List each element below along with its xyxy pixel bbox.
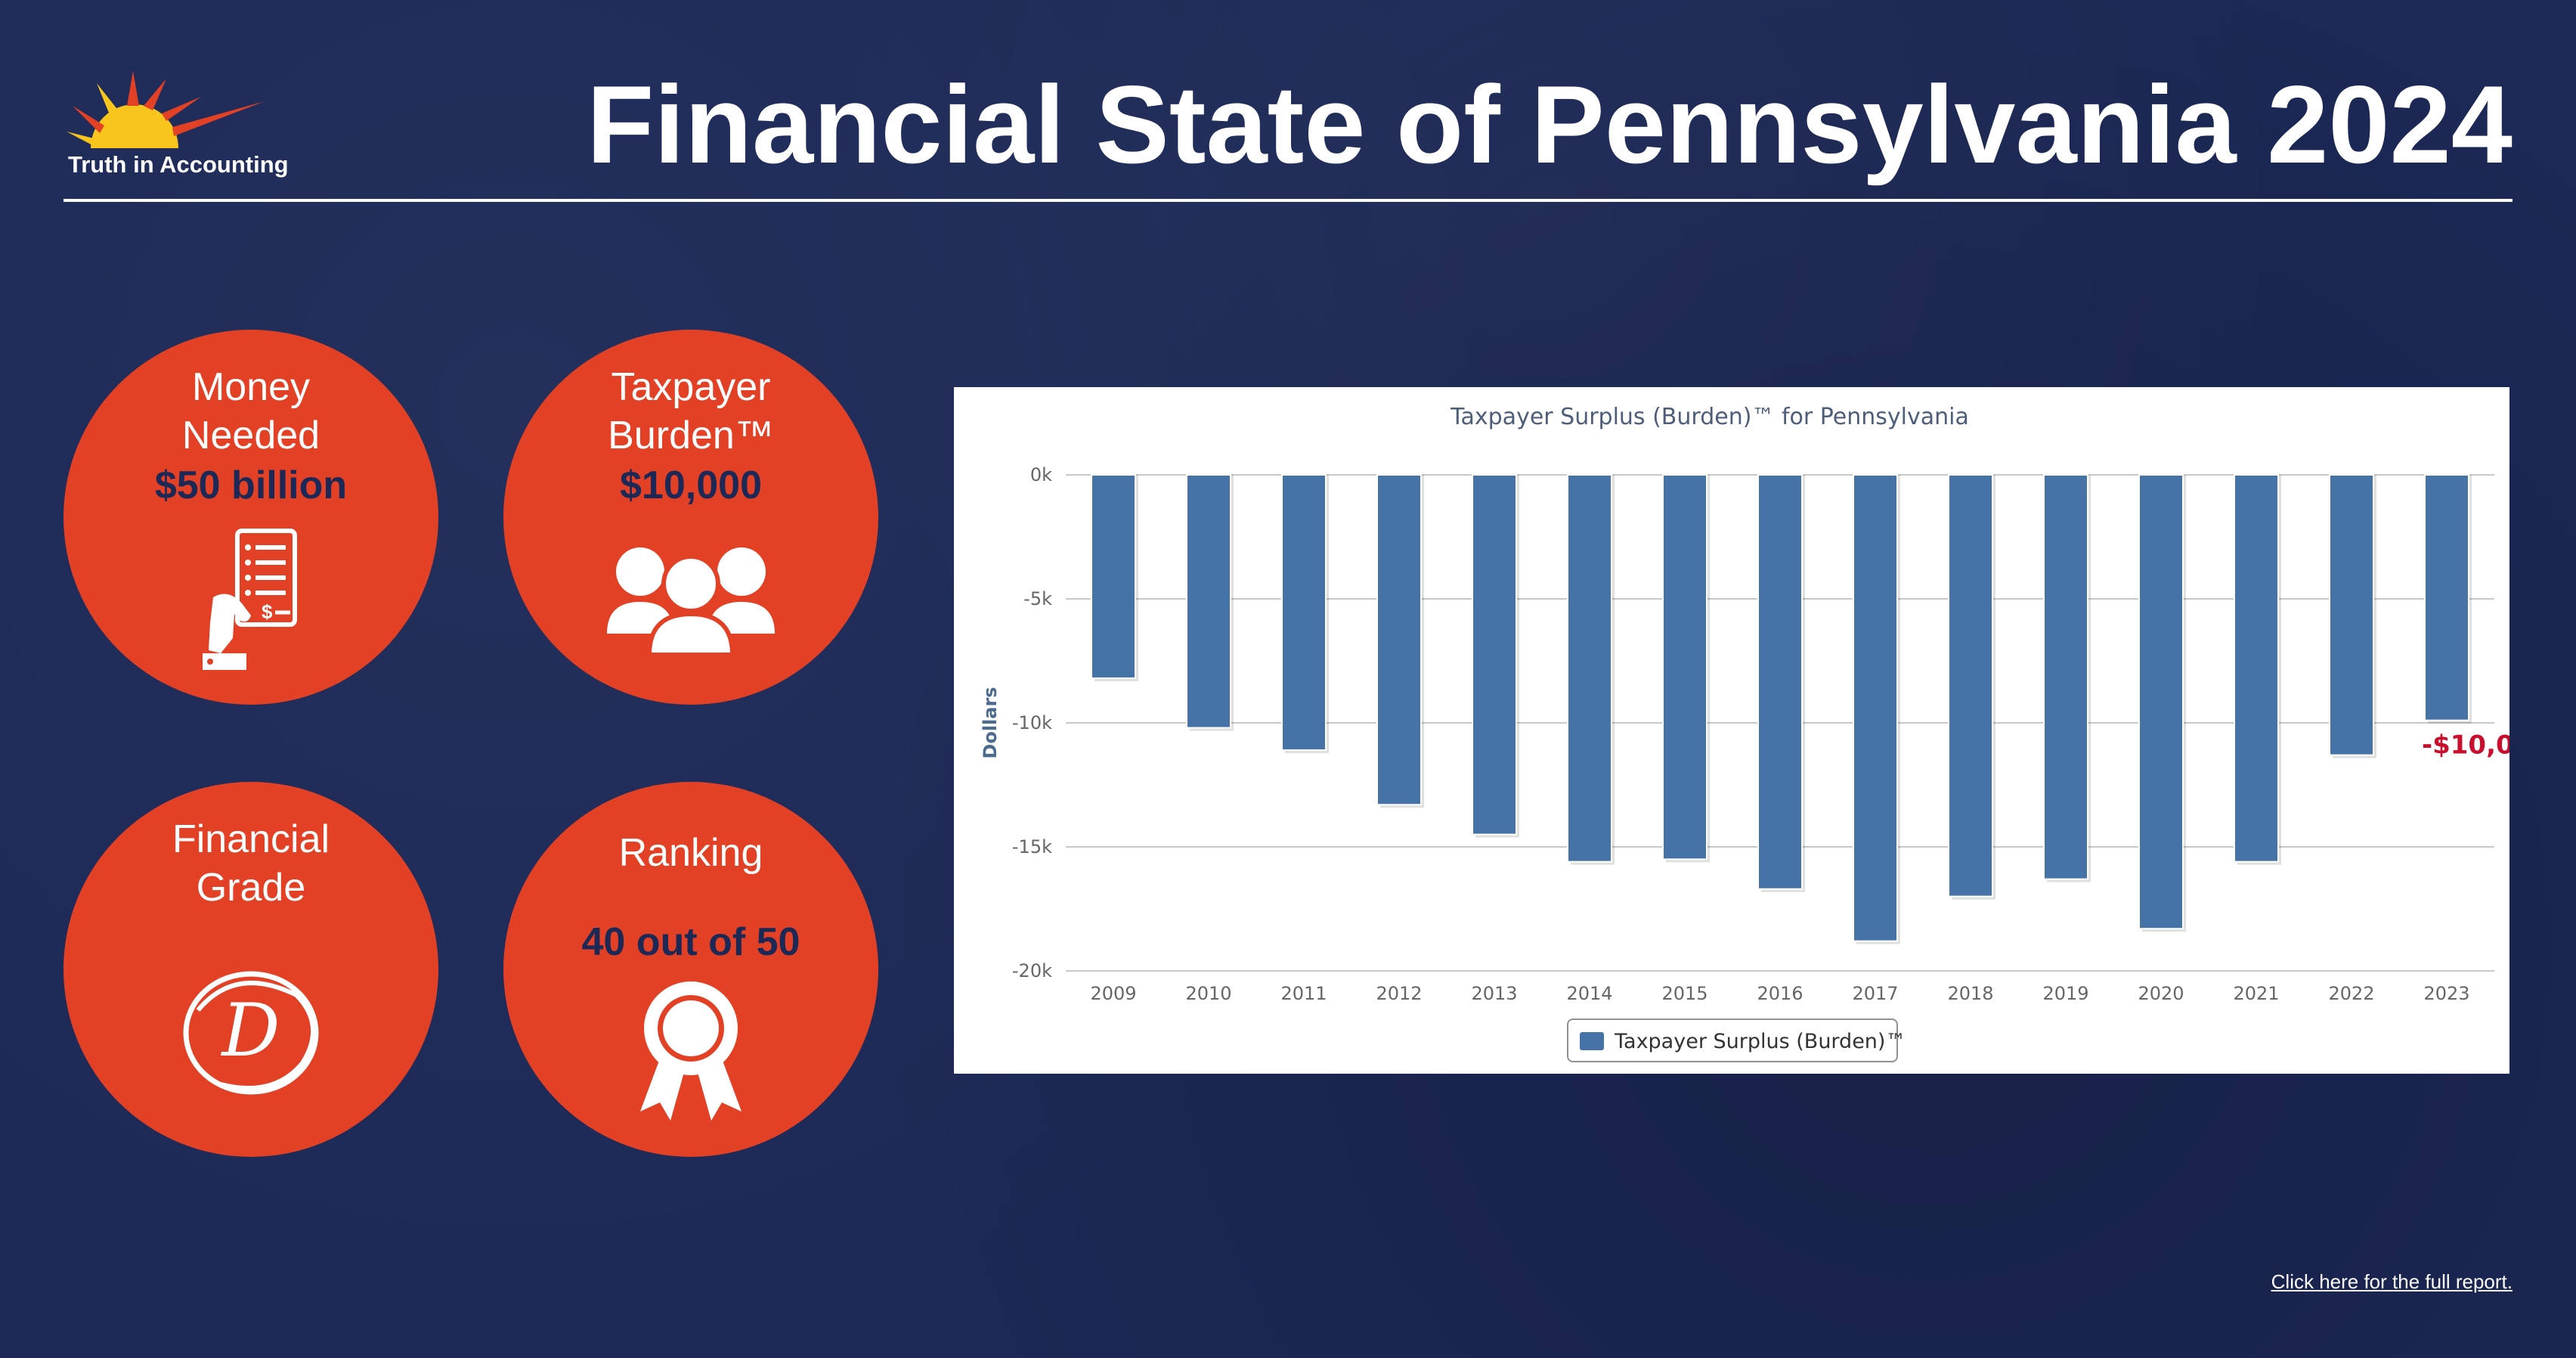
financial-grade-label-line1: Financial bbox=[172, 817, 330, 861]
y-tick-label: -10k bbox=[1012, 712, 1052, 733]
x-tick-label: 2009 bbox=[1090, 983, 1136, 1004]
money-needed-label-line2: Needed bbox=[181, 414, 320, 457]
taxpayer-burden-card: Taxpayer Burden™ $10,000 bbox=[503, 330, 878, 705]
x-tick-label: 2011 bbox=[1280, 983, 1327, 1004]
bar-2023[interactable] bbox=[2424, 474, 2469, 721]
taxpayer-burden-chart: Taxpayer Surplus (Burden)™ for Pennsylva… bbox=[954, 387, 2509, 1074]
legend[interactable]: Taxpayer Surplus (Burden)™ bbox=[1567, 1018, 1906, 1062]
bar-2015[interactable] bbox=[1662, 474, 1708, 860]
full-report-link[interactable]: Click here for the full report. bbox=[2271, 1270, 2513, 1293]
x-tick-label: 2016 bbox=[1757, 983, 1803, 1004]
ranking-label: Ranking bbox=[618, 831, 763, 875]
x-tick-label: 2015 bbox=[1661, 983, 1708, 1004]
financial-grade-card: Financial Grade D bbox=[63, 782, 438, 1157]
bar-2012[interactable] bbox=[1376, 474, 1422, 806]
x-tick-label: 2020 bbox=[2138, 983, 2184, 1004]
x-tick-label: 2013 bbox=[1471, 983, 1517, 1004]
bar-2010[interactable] bbox=[1186, 474, 1231, 729]
legend-label: Taxpayer Surplus (Burden)™ bbox=[1614, 1030, 1906, 1053]
bar-2011[interactable] bbox=[1281, 474, 1327, 752]
sun-logo-icon bbox=[67, 71, 265, 148]
title-divider bbox=[63, 199, 2513, 202]
x-tick-label: 2012 bbox=[1376, 983, 1422, 1004]
truth-in-accounting-logo[interactable]: Truth in Accounting bbox=[60, 67, 310, 188]
grade-letter: D bbox=[221, 988, 280, 1073]
y-axis-label: Dollars bbox=[980, 687, 1001, 758]
x-tick-labels: 2009 2010 2011 2012 2013 2014 2015 2016 2017 2018… bbox=[1090, 983, 2469, 1004]
page-title: Financial State of Pennsylvania 2024 bbox=[587, 63, 2513, 186]
financial-grade-label-line2: Grade bbox=[196, 866, 306, 910]
logo-text: Truth in Accounting bbox=[68, 151, 289, 178]
bar-2016[interactable] bbox=[1757, 474, 1803, 890]
bar-2014[interactable] bbox=[1567, 474, 1612, 863]
x-tick-label: 2010 bbox=[1185, 983, 1231, 1004]
y-tick-label: 0k bbox=[1030, 464, 1052, 485]
legend-swatch bbox=[1580, 1032, 1604, 1050]
x-tick-label: 2017 bbox=[1852, 983, 1898, 1004]
bar-2017[interactable] bbox=[1853, 474, 1898, 942]
y-tick-label: -5k bbox=[1023, 588, 1052, 609]
taxpayer-burden-label-line1: Taxpayer bbox=[611, 365, 771, 409]
bar-2019[interactable] bbox=[2043, 474, 2088, 880]
bars bbox=[1091, 474, 2472, 944]
chart-title: Taxpayer Surplus (Burden)™ for Pennsylva… bbox=[1450, 404, 1969, 430]
legend-box bbox=[1567, 1018, 1898, 1062]
bar-2018[interactable] bbox=[1948, 474, 1993, 898]
x-tick-label: 2021 bbox=[2233, 983, 2279, 1004]
x-tick-label: 2023 bbox=[2423, 983, 2469, 1004]
value-annotation: -$10,000 bbox=[2422, 730, 2509, 761]
bar-2021[interactable] bbox=[2234, 474, 2279, 863]
money-needed-value: $50 billion bbox=[154, 464, 348, 507]
taxpayer-burden-value: $10,000 bbox=[620, 464, 762, 507]
people-group-icon bbox=[607, 547, 775, 655]
taxpayer-burden-label-line2: Burden™ bbox=[608, 414, 774, 457]
x-tick-label: 2018 bbox=[1947, 983, 1993, 1004]
x-tick-label: 2014 bbox=[1566, 983, 1612, 1004]
grade-circle-icon: D bbox=[183, 971, 319, 1095]
x-tick-label: 2019 bbox=[2042, 983, 2088, 1004]
ranking-value: 40 out of 50 bbox=[581, 920, 800, 964]
receipt-payment-icon: $ bbox=[203, 529, 297, 670]
money-needed-label-line1: Money bbox=[191, 365, 311, 409]
bar-2020[interactable] bbox=[2138, 474, 2184, 930]
y-tick-labels: 0k -5k -10k -15k -20k bbox=[1012, 464, 1052, 981]
annotations: -$10,000 bbox=[2422, 730, 2509, 761]
y-tick-label: -15k bbox=[1012, 836, 1052, 857]
svg-text:$: $ bbox=[262, 600, 273, 623]
money-needed-card: Money Needed $50 billion $ bbox=[63, 330, 438, 705]
bar-2013[interactable] bbox=[1472, 474, 1517, 836]
y-tick-label: -20k bbox=[1012, 960, 1052, 981]
bar-2022[interactable] bbox=[2329, 474, 2374, 756]
bar-chart-svg: Taxpayer Surplus (Burden)™ for Pennsylva… bbox=[980, 404, 2509, 1062]
x-tick-label: 2022 bbox=[2328, 983, 2374, 1004]
ranking-card: Ranking 40 out of 50 bbox=[503, 782, 878, 1157]
bar-2009[interactable] bbox=[1091, 474, 1136, 679]
award-ribbon-icon bbox=[640, 981, 742, 1121]
